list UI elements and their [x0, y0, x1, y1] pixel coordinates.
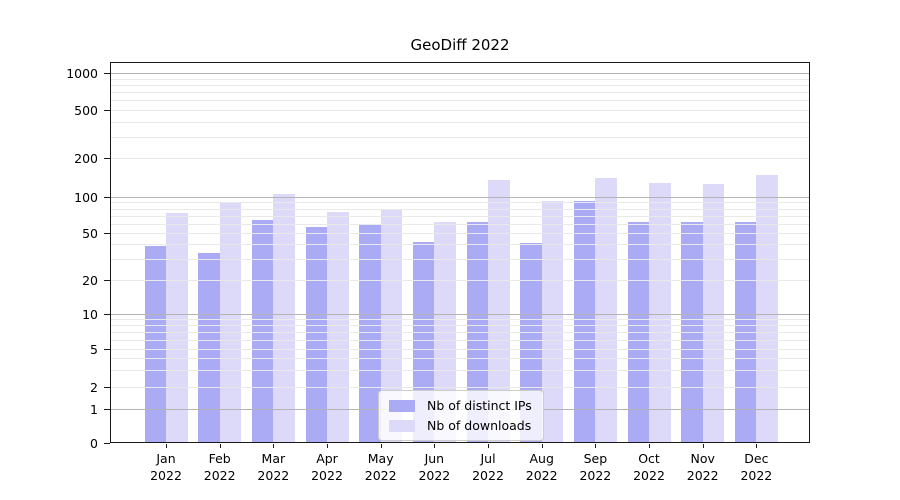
gridline-minor — [111, 244, 809, 245]
x-tick-label: Nov 2022 — [686, 451, 719, 483]
gridline-minor — [111, 158, 809, 159]
x-tick-mark — [702, 444, 704, 448]
gridline-minor — [111, 340, 809, 341]
gridline-major — [111, 314, 809, 315]
y-tick-mark — [104, 280, 110, 281]
y-tick-label: 20 — [82, 273, 98, 288]
x-tick-mark — [273, 444, 275, 448]
gridline-minor — [111, 110, 809, 111]
bar-distinct-ips-feb — [198, 252, 220, 443]
gridline-minor — [111, 100, 809, 101]
y-tick-mark — [104, 73, 110, 74]
gridline-minor — [111, 332, 809, 333]
legend-label-distinct-ips: Nb of distinct IPs — [427, 398, 532, 413]
x-tick-mark — [649, 444, 651, 448]
x-tick-mark — [756, 444, 758, 448]
y-tick-label: 1 — [90, 402, 98, 417]
gridline-minor — [111, 122, 809, 123]
bar-downloads-jan — [166, 212, 188, 443]
gridline-minor — [111, 216, 809, 217]
y-tick-label: 500 — [74, 103, 98, 118]
y-tick-label: 5 — [90, 342, 98, 357]
y-tick-mark — [104, 110, 110, 111]
gridline-minor — [111, 202, 809, 203]
y-tick-mark — [104, 158, 110, 159]
y-tick-mark — [104, 409, 110, 410]
gridline-minor — [111, 319, 809, 320]
gridline-major — [111, 197, 809, 198]
x-tick-mark — [219, 444, 221, 448]
x-tick-mark — [488, 444, 490, 448]
y-tick-mark — [104, 387, 110, 388]
bar-downloads-nov — [702, 183, 725, 443]
x-tick-mark — [434, 444, 436, 448]
bar-downloads-dec — [756, 175, 778, 443]
gridline-minor — [111, 79, 809, 80]
y-tick-mark — [104, 314, 110, 315]
x-tick-label: May 2022 — [364, 451, 397, 483]
legend-item-downloads: Nb of downloads — [387, 417, 535, 434]
y-tick-label: 0 — [90, 436, 98, 451]
x-tick-mark — [380, 444, 382, 448]
x-tick-label: Jun 2022 — [418, 451, 451, 483]
gridline-minor — [111, 233, 809, 234]
gridline-major — [111, 73, 809, 74]
gridline-minor — [111, 137, 809, 138]
gridline-minor — [111, 387, 809, 388]
y-tick-label: 200 — [74, 151, 98, 166]
gridline-minor — [111, 280, 809, 281]
x-tick-label: Dec 2022 — [740, 451, 773, 483]
x-tick-label: Apr 2022 — [311, 451, 343, 483]
bar-distinct-ips-jan — [144, 245, 166, 443]
y-tick-label: 50 — [82, 226, 98, 241]
gridline-minor — [111, 325, 809, 326]
bar-distinct-ips-apr — [305, 227, 327, 443]
legend-item-distinct-ips: Nb of distinct IPs — [387, 397, 535, 414]
gridline-minor — [111, 349, 809, 350]
x-tick-label: Jul 2022 — [472, 451, 504, 483]
bar-downloads-mar — [273, 194, 295, 443]
bar-downloads-sep — [595, 178, 617, 443]
bar-downloads-jul — [488, 179, 510, 443]
bar-distinct-ips-sep — [573, 200, 596, 443]
gridline-minor — [111, 224, 809, 225]
gridline-minor — [111, 209, 809, 210]
bar-distinct-ips-may — [359, 225, 381, 443]
x-tick-mark — [166, 444, 167, 448]
x-tick-label: Mar 2022 — [257, 451, 290, 483]
y-tick-mark — [104, 349, 110, 350]
gridline-minor — [111, 259, 809, 260]
legend: Nb of distinct IPs Nb of downloads — [378, 390, 544, 441]
y-tick-mark — [104, 197, 110, 198]
y-tick-label: 10 — [82, 307, 98, 322]
legend-swatch-downloads — [389, 419, 415, 432]
y-tick-mark — [104, 443, 110, 444]
x-tick-label: Oct 2022 — [633, 451, 665, 483]
legend-swatch-distinct-ips — [389, 399, 415, 412]
gridline-minor — [111, 358, 809, 359]
x-tick-mark — [327, 444, 328, 448]
x-tick-mark — [595, 444, 597, 448]
x-tick-label: Aug 2022 — [525, 451, 558, 483]
y-tick-label: 100 — [74, 190, 98, 205]
x-tick-mark — [541, 444, 543, 448]
gridline-minor — [111, 370, 809, 371]
gridline-minor — [111, 92, 809, 93]
legend-label-downloads: Nb of downloads — [427, 418, 532, 433]
bar-downloads-feb — [219, 203, 242, 443]
y-tick-label: 1000 — [66, 66, 98, 81]
x-tick-label: Feb 2022 — [203, 451, 236, 483]
bar-downloads-oct — [649, 183, 671, 443]
chart-title: GeoDiff 2022 — [410, 36, 510, 54]
bar-downloads-apr — [327, 211, 349, 443]
gridline-minor — [111, 85, 809, 86]
x-tick-label: Jan 2022 — [150, 451, 182, 483]
x-tick-label: Sep 2022 — [579, 451, 612, 483]
y-tick-mark — [104, 233, 110, 234]
y-tick-label: 2 — [90, 380, 98, 395]
bar-downloads-aug — [541, 201, 564, 443]
